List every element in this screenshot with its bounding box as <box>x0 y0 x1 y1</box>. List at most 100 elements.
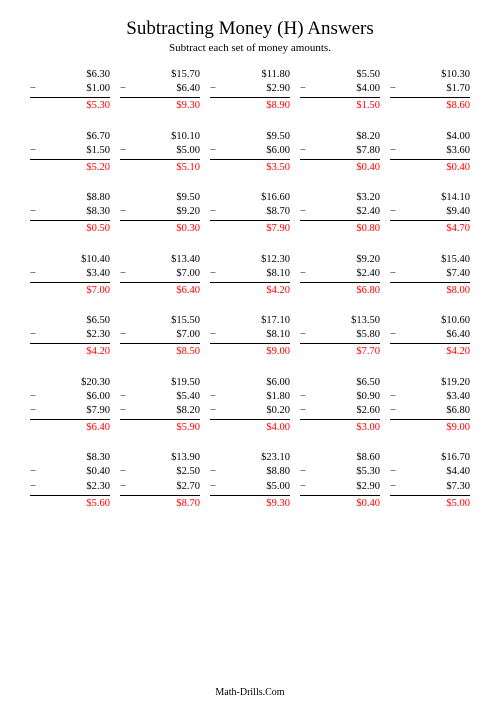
operator-sign: − <box>120 144 130 158</box>
money-value: $6.70 <box>40 130 110 144</box>
subtrahend-line: −$6.00 <box>30 390 110 404</box>
operator-sign: − <box>210 82 220 96</box>
answer-value: $8.90 <box>220 99 290 113</box>
money-value: $5.50 <box>310 68 380 82</box>
answer-line: $5.10 <box>120 161 200 175</box>
operator-sign: − <box>300 480 310 494</box>
subtrahend-line: −$1.00 <box>30 82 110 96</box>
money-value: $11.80 <box>220 68 290 82</box>
money-value: $5.80 <box>310 328 380 342</box>
money-value: $7.90 <box>40 404 110 418</box>
answer-line: $9.30 <box>210 497 290 511</box>
answer-value: $0.80 <box>310 222 380 236</box>
money-value: $10.60 <box>400 314 470 328</box>
problem: $10.40−$3.40$7.00 <box>30 253 110 299</box>
operator-sign: − <box>30 82 40 96</box>
operator-sign: − <box>210 465 220 479</box>
minuend-line: $8.60 <box>300 451 380 465</box>
problem: $10.10−$5.00 $5.10 <box>120 130 200 176</box>
answer-line: $9.00 <box>210 345 290 359</box>
answer-value: $0.50 <box>40 222 110 236</box>
answer-line: $9.30 <box>120 99 200 113</box>
answer-line: $8.70 <box>120 497 200 511</box>
money-value: $17.10 <box>220 314 290 328</box>
subtrahend-line: −$5.00 <box>120 144 200 158</box>
operator-sign: − <box>120 480 130 494</box>
divider-rule <box>300 97 380 98</box>
money-value: $7.00 <box>130 267 200 281</box>
answer-line: $8.50 <box>120 345 200 359</box>
money-value: $10.10 <box>130 130 200 144</box>
divider-rule <box>30 495 110 496</box>
subtrahend-line: −$1.50 <box>30 144 110 158</box>
problem: $5.50−$4.00$1.50 <box>300 68 380 114</box>
problem: $13.50−$5.80$7.70 <box>300 314 380 360</box>
money-value: $6.00 <box>220 144 290 158</box>
money-value: $2.30 <box>40 328 110 342</box>
money-value: $8.30 <box>40 205 110 219</box>
answer-value: $5.30 <box>40 99 110 113</box>
divider-rule <box>30 343 110 344</box>
answer-line: $5.30 <box>30 99 110 113</box>
minuend-line: $8.30 <box>30 451 110 465</box>
answer-line: $0.30 <box>120 222 200 236</box>
money-value: $2.70 <box>130 480 200 494</box>
answer-line: $6.80 <box>300 284 380 298</box>
minuend-line: $13.50 <box>300 314 380 328</box>
operator-sign: − <box>390 82 400 96</box>
answer-line: $7.70 <box>300 345 380 359</box>
minuend-line: $8.20 <box>300 130 380 144</box>
subtrahend-line: −$8.80 <box>210 465 290 479</box>
divider-rule <box>30 282 110 283</box>
divider-rule <box>120 343 200 344</box>
operator-sign: − <box>300 144 310 158</box>
answer-line: $0.40 <box>300 497 380 511</box>
answer-line: $0.40 <box>300 161 380 175</box>
subtrahend-line: −$0.90 <box>300 390 380 404</box>
money-value: $6.40 <box>130 82 200 96</box>
page-title: Subtracting Money (H) Answers <box>30 18 470 40</box>
money-value: $13.90 <box>130 451 200 465</box>
subtrahend-line: −$2.40 <box>300 205 380 219</box>
problem: $6.30−$1.00 $5.30 <box>30 68 110 114</box>
divider-rule <box>390 159 470 160</box>
answer-value: $5.00 <box>400 497 470 511</box>
money-value: $8.30 <box>40 451 110 465</box>
money-value: $13.40 <box>130 253 200 267</box>
money-value: $6.80 <box>400 404 470 418</box>
money-value: $13.50 <box>310 314 380 328</box>
divider-rule <box>300 495 380 496</box>
operator-sign: − <box>210 267 220 281</box>
money-value: $2.50 <box>130 465 200 479</box>
answer-value: $5.90 <box>130 421 200 435</box>
minuend-line: $9.50 <box>210 130 290 144</box>
subtrahend-line: −$2.70 <box>120 480 200 494</box>
money-value: $8.80 <box>40 191 110 205</box>
minuend-line: $13.40 <box>120 253 200 267</box>
money-value: $15.40 <box>400 253 470 267</box>
subtrahend-line: −$3.60 <box>390 144 470 158</box>
problem: $17.10−$8.10$9.00 <box>210 314 290 360</box>
money-value: $1.80 <box>220 390 290 404</box>
subtrahend-line: −$2.30 <box>30 328 110 342</box>
money-value: $2.60 <box>310 404 380 418</box>
subtrahend-line: −$8.70 <box>210 205 290 219</box>
operator-sign: − <box>30 480 40 494</box>
subtrahend-line: −$2.90 <box>210 82 290 96</box>
money-value: $8.70 <box>220 205 290 219</box>
divider-rule <box>120 419 200 420</box>
money-value: $7.80 <box>310 144 380 158</box>
money-value: $6.00 <box>40 390 110 404</box>
operator-sign: − <box>120 328 130 342</box>
money-value: $6.30 <box>40 68 110 82</box>
answer-value: $5.60 <box>40 497 110 511</box>
operator-sign: − <box>300 267 310 281</box>
minuend-line: $8.80 <box>30 191 110 205</box>
operator-sign: − <box>300 404 310 418</box>
answer-value: $9.30 <box>220 497 290 511</box>
answer-line: $5.20 <box>30 161 110 175</box>
problem: $6.50−$2.30$4.20 <box>30 314 110 360</box>
problem: $9.50−$9.20$0.30 <box>120 191 200 237</box>
divider-rule <box>210 159 290 160</box>
money-value: $16.60 <box>220 191 290 205</box>
